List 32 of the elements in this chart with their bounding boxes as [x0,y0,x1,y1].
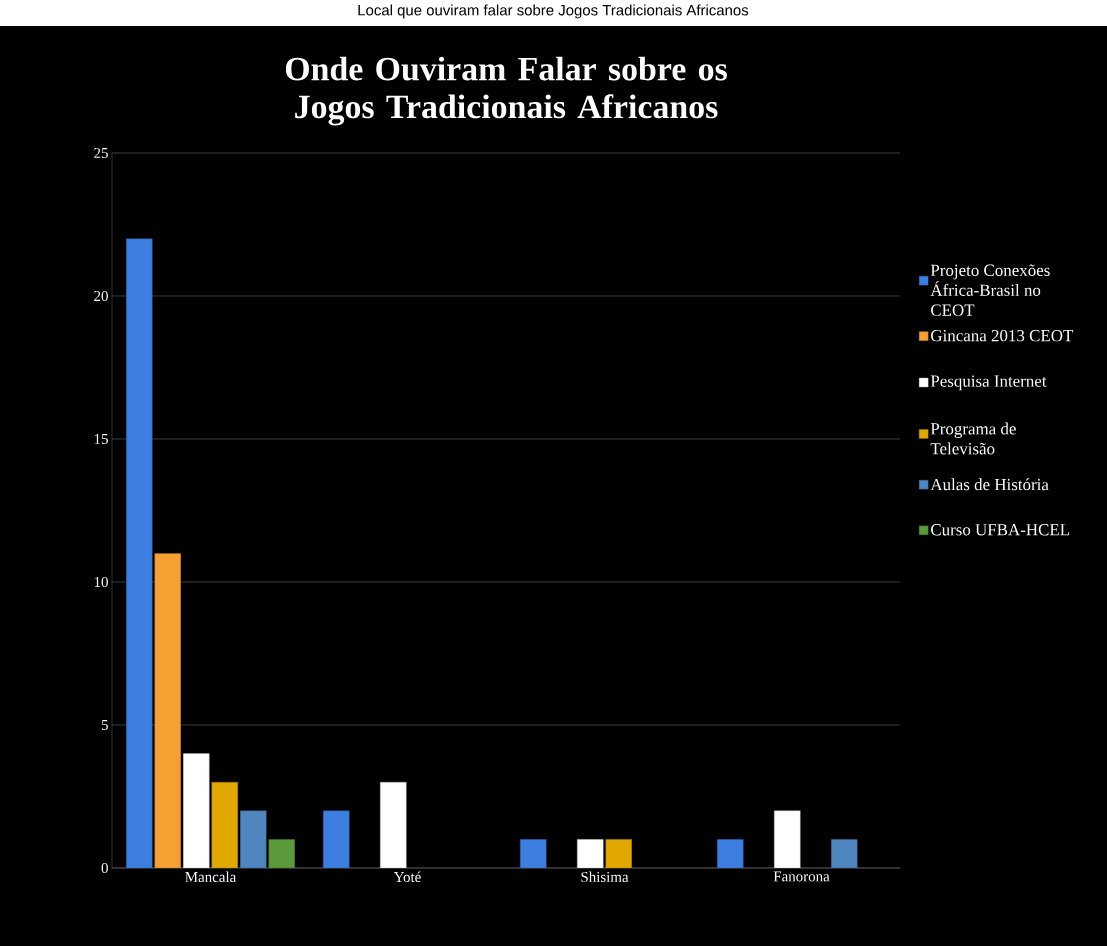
x-tick-label: Fanorona [773,871,830,882]
legend-label: Aulas de História [930,478,1049,491]
bar [183,753,210,868]
y-tick-label: 25 [94,147,108,158]
bar [605,839,632,868]
bar [154,553,181,868]
bar [774,810,801,868]
y-tick-label: 10 [94,576,108,588]
y-tick-label: 15 [94,433,108,444]
bar [211,781,238,868]
legend-label: Gincana 2013 CEOT [931,329,1074,342]
y-tick-label: 20 [94,290,108,302]
x-tick-label: Mancala [185,871,237,883]
chart-title: Onde Ouviram Falar sobre os Jogos Tradicionais Africanos [285,56,727,126]
y-tick-label: 5 [101,720,108,730]
text: Local que ouviram falar sobre Jogos Tradicionais Africanos [358,4,749,19]
bar [268,839,295,868]
bar [577,839,604,868]
bar [380,781,407,868]
y-tick-label: 0 [101,862,108,874]
x-tick-label: Shisima [581,871,629,883]
bar [240,810,267,868]
bar [717,839,744,868]
bar [831,839,858,868]
bar [520,839,547,868]
x-tick-label: Yoté [393,871,421,883]
legend-label: Projeto Conexões África-Brasil no CEOT [930,264,1050,316]
legend-label: Curso UFBA-HCEL [931,524,1070,536]
legend-label: Pesquisa Internet [930,375,1047,391]
bar [323,810,350,868]
legend-label: Programa de Televisão [930,422,1016,455]
bar [126,238,153,868]
